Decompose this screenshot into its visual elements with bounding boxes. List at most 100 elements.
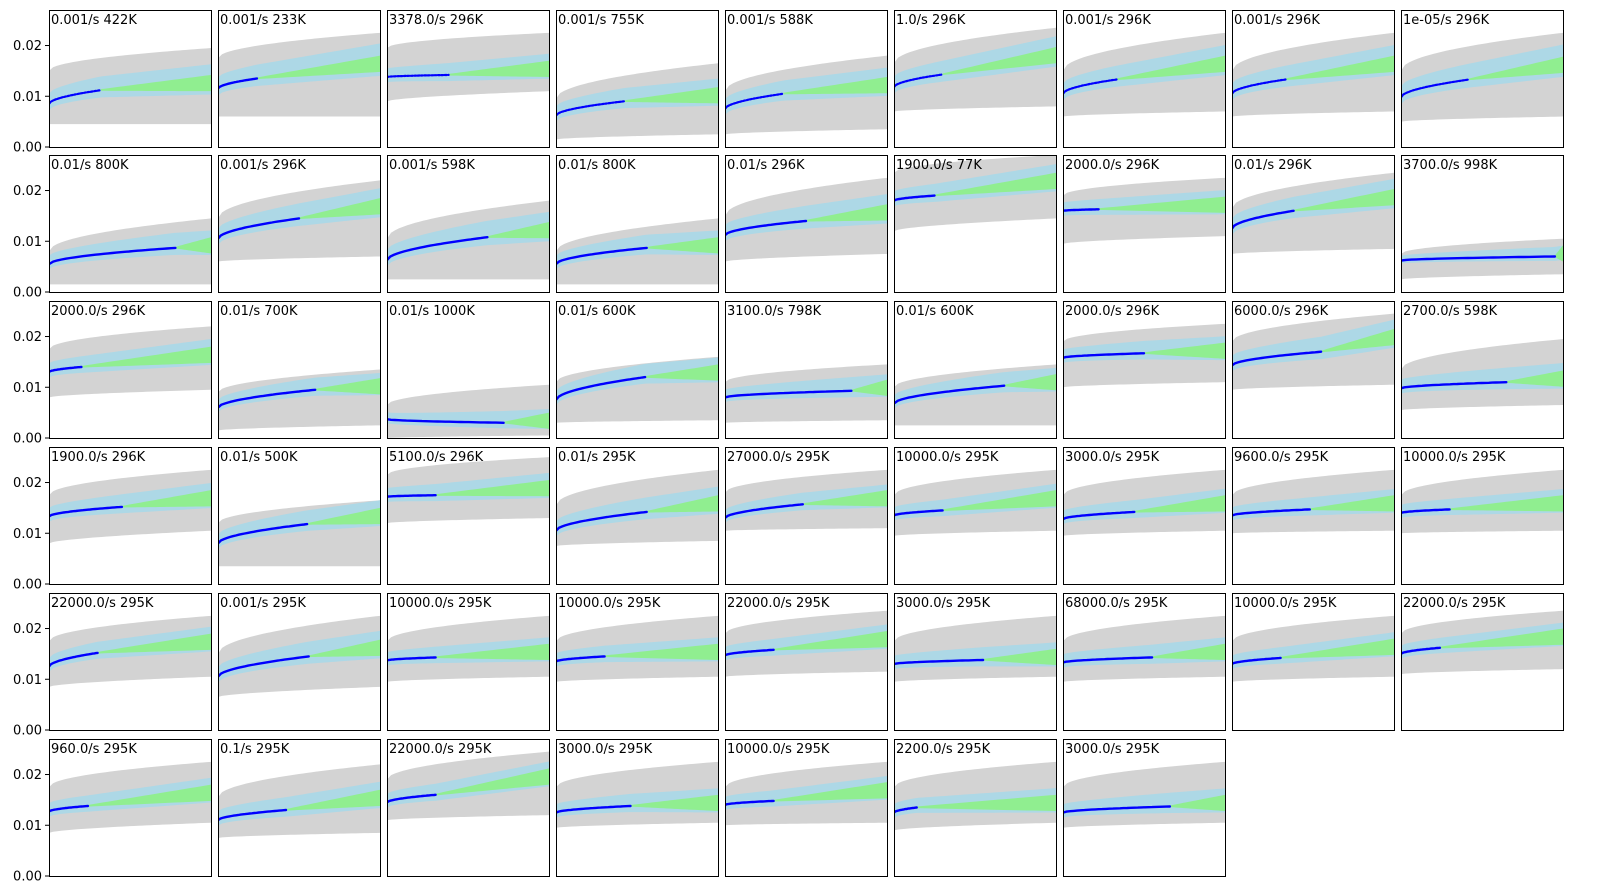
panel: 0.001/s 296K (1232, 10, 1395, 148)
prediction-band (1469, 56, 1563, 81)
data-series-line (49, 89, 102, 105)
y-tick-label: 0.01 (13, 673, 42, 688)
panel-label: 0.001/s 296K (1065, 13, 1151, 28)
data-series-line (556, 246, 648, 266)
y-tick-label: 0.01 (13, 90, 42, 105)
panel-frame (1063, 10, 1226, 148)
panel: 27000.0/s 295K (725, 447, 888, 585)
panel: 2000.0/s 296K (1063, 301, 1226, 439)
panel-frame (556, 447, 719, 585)
panel-frame (894, 10, 1057, 148)
panel-label: 0.01/s 700K (220, 304, 298, 319)
uncertainty-band-inner (1063, 788, 1225, 818)
panel-label: 5100.0/s 296K (389, 450, 484, 465)
panel-frame (49, 593, 212, 731)
panel: 10000.0/s 295K (725, 739, 888, 877)
panel-frame (894, 739, 1057, 877)
prediction-band (1321, 328, 1394, 353)
uncertainty-band-inner (556, 637, 718, 667)
panel-label: 0.001/s 296K (220, 158, 306, 173)
data-series-line (387, 236, 489, 262)
panel-label: 22000.0/s 295K (1403, 596, 1506, 611)
panel-frame (725, 301, 888, 439)
panel-label: 10000.0/s 295K (727, 742, 830, 757)
data-series-line (387, 793, 437, 804)
panel: 960.0/s 295K 0.00 0.01 0.02 (13, 739, 212, 885)
panel-label: 0.01/s 295K (558, 450, 636, 465)
data-series-line (725, 92, 785, 110)
prediction-band (802, 490, 887, 507)
y-tick-label: 0.02 (13, 330, 42, 345)
panel: 9600.0/s 295K (1232, 447, 1395, 585)
panel-frame (387, 593, 550, 731)
panel: 3000.0/s 295K (1063, 739, 1226, 877)
panel-frame (1232, 447, 1395, 585)
panel: 2200.0/s 295K (894, 739, 1057, 877)
panel-label: 1e-05/s 296K (1403, 13, 1490, 28)
prediction-band (624, 87, 718, 104)
panel: 2000.0/s 296K 0.00 0.01 0.02 (13, 301, 212, 447)
panel-frame (1232, 301, 1395, 439)
y-tick-label: 0.02 (13, 39, 42, 54)
data-series-line (218, 808, 288, 822)
uncertainty-band-inner (1232, 319, 1394, 372)
data-series-line (894, 658, 985, 666)
panel-label: 0.01/s 296K (727, 158, 805, 173)
panel: 22000.0/s 295K 0.00 0.01 0.02 (13, 593, 212, 739)
y-tick-label: 0.02 (13, 622, 42, 637)
panel-frame (218, 593, 381, 731)
data-series-line (1232, 78, 1287, 95)
uncertainty-band-inner (894, 36, 1056, 94)
uncertainty-band-inner (49, 339, 211, 378)
panel: 10000.0/s 295K (1232, 593, 1395, 731)
panel: 10000.0/s 295K (1401, 447, 1564, 585)
panel-label: 0.01/s 296K (1234, 158, 1312, 173)
panel-frame (1063, 447, 1226, 585)
panel: 0.001/s 233K (218, 10, 381, 148)
data-series-line (556, 510, 648, 532)
panel-label: 22000.0/s 295K (51, 596, 154, 611)
panel: 68000.0/s 295K (1063, 593, 1226, 731)
panel-frame (218, 155, 381, 293)
panel-label: 22000.0/s 295K (727, 596, 830, 611)
panel-label: 2000.0/s 296K (51, 304, 146, 319)
panel: 0.01/s 700K (218, 301, 381, 439)
prediction-band (1116, 55, 1225, 81)
panel-frame (218, 10, 381, 148)
panel: 0.01/s 296K (1232, 155, 1395, 293)
panel: 0.01/s 296K (725, 155, 888, 293)
panel: 0.01/s 600K (556, 301, 719, 439)
prediction-band (435, 479, 549, 497)
panel-frame (1063, 155, 1226, 293)
panel-label: 10000.0/s 295K (1234, 596, 1337, 611)
panel-label: 0.01/s 600K (896, 304, 974, 319)
uncertainty-band-inner (49, 230, 211, 270)
data-series-line (387, 494, 437, 498)
uncertainty-band-inner (1401, 363, 1563, 394)
panel-frame (387, 155, 550, 293)
panel-frame (387, 10, 550, 148)
data-series-line (1232, 508, 1311, 517)
panel-frame (1401, 10, 1564, 148)
prediction-band (100, 74, 211, 92)
panel-frame (725, 155, 888, 293)
panel-label: 0.01/s 600K (558, 304, 636, 319)
prediction-band (97, 633, 211, 654)
data-series-line (556, 100, 626, 117)
panel-label: 0.1/s 295K (220, 742, 290, 757)
panel-frame (894, 593, 1057, 731)
data-series-line (725, 648, 775, 657)
prediction-band (646, 237, 718, 254)
panel: 1.0/s 296K (894, 10, 1057, 148)
data-series-line (218, 655, 310, 678)
prediction-band (1309, 495, 1394, 512)
y-tick-label: 0.02 (13, 476, 42, 491)
prediction-band (1554, 245, 1563, 262)
data-series-line (1063, 510, 1136, 521)
panel-frame (1401, 593, 1564, 731)
data-series-line (894, 384, 1006, 405)
prediction-band (503, 412, 549, 429)
panel-frame (49, 155, 212, 293)
panel-frame (556, 155, 719, 293)
